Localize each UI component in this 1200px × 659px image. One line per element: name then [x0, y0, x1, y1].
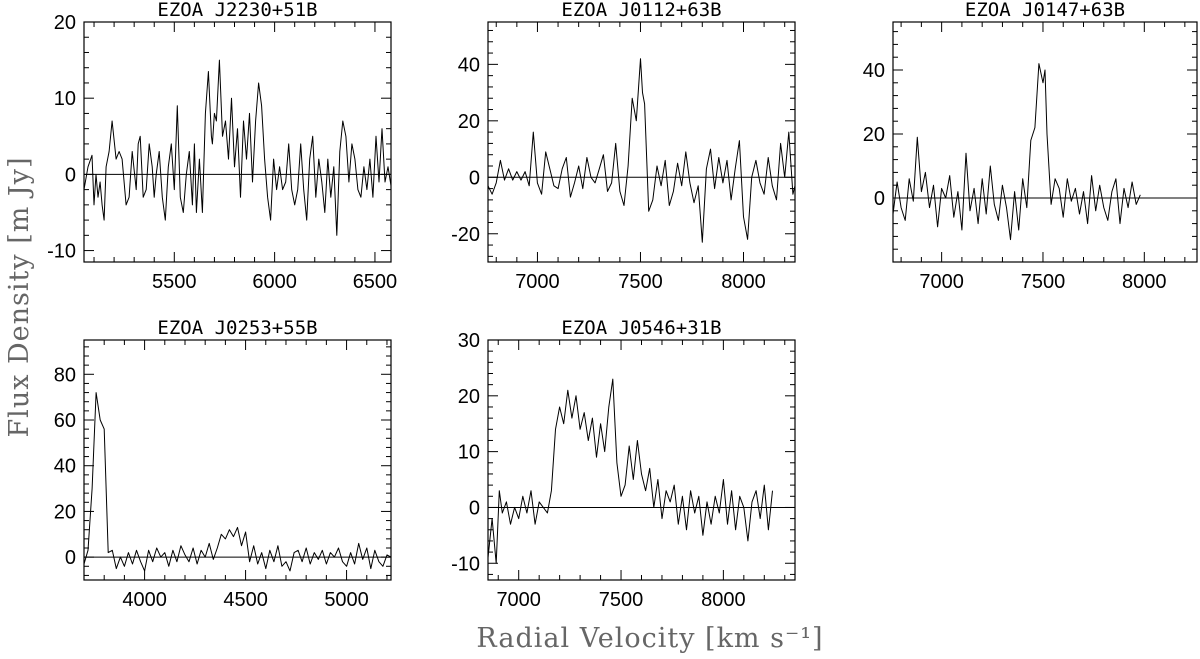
x-tick-label: 7500 [599, 589, 644, 611]
panel-1: EZOA J2230+51B 5500 6000 6500 -10 0 10 20 [47, 0, 397, 293]
spectrum-line [83, 392, 392, 572]
x-tick-label: 8000 [1122, 271, 1167, 293]
y-tick-label: 40 [863, 60, 885, 82]
y-tick-label: 80 [54, 364, 76, 386]
y-tick-label: 40 [458, 54, 480, 76]
x-tick-label: 8000 [721, 271, 766, 293]
y-tick-label: 0 [65, 164, 76, 186]
spectrum-line [487, 58, 796, 243]
plot-frame [83, 21, 392, 263]
x-tick-label: 5500 [152, 271, 197, 293]
y-tick-label: -20 [451, 224, 480, 246]
x-tick-label: 7000 [919, 271, 964, 293]
plot-frame [892, 21, 1198, 263]
y-tick-label: 20 [863, 124, 885, 146]
x-tick-label: 7000 [496, 589, 541, 611]
spectrum-line [83, 59, 392, 236]
y-tick-label: 40 [54, 456, 76, 478]
x-axis-label: Radial Velocity [km s⁻¹] [476, 623, 823, 654]
panel-title: EZOA J2230+51B [157, 0, 317, 21]
y-tick-label: 0 [874, 188, 885, 210]
y-tick-label: 0 [469, 497, 480, 519]
x-tick-label: 7500 [1021, 271, 1066, 293]
x-tick-label: 6500 [353, 271, 398, 293]
y-tick-label: 0 [469, 167, 480, 189]
panel-4: EZOA J0253+55B 4000 4500 5000 0 20 40 60 80 [54, 317, 392, 611]
panel-title: EZOA J0546+31B [561, 317, 721, 339]
y-tick-label: 20 [458, 386, 480, 408]
panel-title: EZOA J0112+63B [561, 0, 721, 21]
spectrum-line [487, 378, 773, 564]
panel-2: EZOA J0112+63B 7000 7500 8000 -20 0 20 40 [451, 0, 796, 293]
x-tick-label: 8000 [701, 589, 746, 611]
plot-frame [487, 21, 796, 263]
panel-3: EZOA J0147+63B 7000 7500 8000 0 20 40 [863, 0, 1198, 293]
y-tick-label: 10 [54, 88, 76, 110]
x-tick-label: 6000 [252, 271, 297, 293]
x-tick-label: 4000 [122, 589, 167, 611]
y-tick-label: 20 [54, 501, 76, 523]
y-tick-label: -10 [451, 553, 480, 575]
y-tick-label: 0 [65, 547, 76, 569]
x-tick-label: 7000 [515, 271, 560, 293]
y-tick-label: 20 [54, 12, 76, 34]
panel-5: EZOA J0546+31B 7000 7500 8000 -10 0 10 20 30 [451, 317, 796, 611]
panel-title: EZOA J0253+55B [157, 317, 317, 339]
plot-frame [487, 339, 796, 581]
plot-frame [83, 339, 392, 581]
y-tick-label: 60 [54, 410, 76, 432]
x-tick-label: 7500 [618, 271, 663, 293]
x-tick-label: 5000 [324, 589, 369, 611]
y-axis-label: Flux Density [m Jy] [4, 156, 35, 437]
y-tick-label: 10 [458, 442, 480, 464]
y-tick-label: 20 [458, 111, 480, 133]
y-tick-label: -10 [47, 241, 76, 263]
y-tick-label: 30 [458, 330, 480, 352]
spectrum-line [892, 63, 1141, 241]
panel-title: EZOA J0147+63B [965, 0, 1125, 21]
x-tick-label: 4500 [223, 589, 268, 611]
